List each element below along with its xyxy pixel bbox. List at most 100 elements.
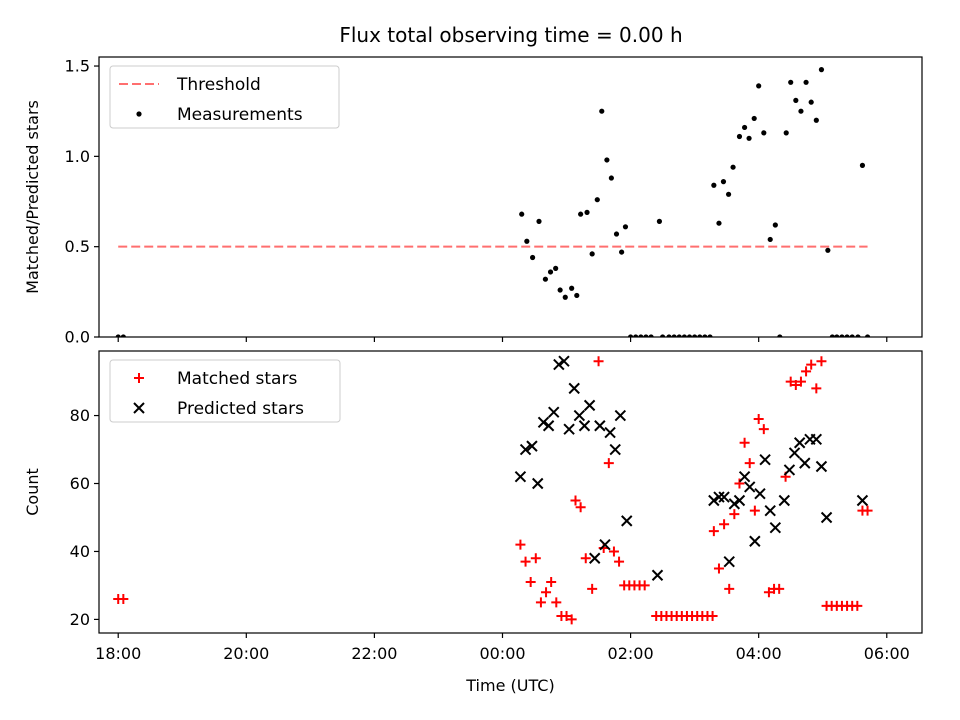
measurement-point (536, 218, 542, 224)
matched-star-marker (608, 546, 619, 557)
x-tick-label: 18:00 (95, 644, 141, 663)
predicted-star-marker (783, 464, 796, 476)
measurement-point (660, 334, 666, 337)
measurement-point (671, 334, 677, 337)
matched-star-marker (795, 376, 806, 387)
matched-star-marker (744, 458, 755, 469)
measurement-point (844, 334, 850, 337)
predicted-star-marker (558, 355, 570, 367)
predicted-star-marker (594, 420, 606, 432)
matched-star-marker (713, 563, 724, 574)
x-tick-label: 04:00 (736, 644, 782, 663)
x-axis-label: Time (UTC) (465, 676, 554, 695)
predicted-star-marker (553, 358, 565, 371)
predicted-star-marker (519, 443, 532, 456)
predicted-star-marker (820, 511, 833, 524)
y-axis-label: Count (23, 468, 42, 516)
predicted-star-marker (568, 382, 580, 395)
measurement-point (864, 334, 871, 337)
measurement-point (825, 247, 831, 253)
measurement-point (619, 249, 625, 255)
predicted-star-marker (799, 457, 811, 469)
y-tick-label: 1.0 (65, 147, 90, 166)
predicted-star-marker (723, 555, 735, 568)
predicted-star-marker (548, 406, 560, 418)
matched-star-marker (118, 594, 129, 605)
predicted-star-marker (738, 471, 751, 483)
measurement-point (859, 162, 866, 168)
predicted-star-marker (793, 437, 806, 449)
plot-area (113, 355, 873, 625)
matched-star-marker (729, 509, 740, 520)
matched-star-marker (862, 505, 873, 516)
measurement-point (808, 99, 814, 105)
x-tick-label: 20:00 (223, 644, 269, 663)
predicted-star-marker (614, 409, 627, 422)
matched-star-marker (790, 379, 801, 390)
y-tick-label: 60 (70, 474, 90, 493)
predicted-star-marker (788, 447, 801, 459)
y-tick-label: 0.0 (65, 328, 90, 347)
measurement-point (638, 334, 644, 337)
measurement-point (604, 157, 610, 163)
measurement-point (793, 97, 799, 103)
measurement-point (702, 334, 708, 337)
matched-star-marker (707, 611, 718, 622)
predicted-star-marker (764, 504, 776, 517)
measurement-point (813, 117, 819, 123)
measurement-point (711, 182, 717, 188)
top-panel: 0.0 0.5 1.0 1.5 Matched/Predicted stars Thres… (23, 56, 923, 347)
measurement-point (788, 79, 794, 85)
measurement-point (692, 334, 698, 337)
measurement-point (730, 164, 736, 170)
predicted-star-marker (526, 440, 538, 452)
matched-star-marker (570, 495, 581, 506)
y-tick-label: 20 (70, 610, 90, 629)
matched-star-marker (801, 366, 812, 377)
measurement-point (594, 197, 600, 203)
matched-star-marker (753, 413, 764, 424)
matched-star-marker (520, 556, 531, 567)
legend-measurement-handle (136, 111, 142, 117)
measurement-point (777, 334, 783, 337)
matched-star-marker (551, 597, 562, 608)
measurement-point (666, 334, 672, 337)
predicted-star-marker (589, 552, 601, 564)
measurement-point (120, 334, 126, 337)
predicted-star-marker (769, 521, 782, 534)
matched-star-marker (852, 600, 863, 611)
measurement-point (756, 83, 762, 89)
predicted-star-marker (542, 420, 555, 432)
measurement-point (648, 334, 654, 337)
matched-star-marker (774, 583, 785, 594)
predicted-star-marker (759, 454, 771, 466)
measurement-point (115, 334, 121, 337)
measurement-point (589, 251, 595, 257)
matched-star-marker (719, 519, 730, 530)
matched-star-marker (816, 356, 827, 367)
legend-label: Predicted stars (177, 399, 304, 419)
measurement-point (783, 130, 789, 136)
measurement-point (627, 334, 634, 337)
matched-star-marker (806, 359, 817, 370)
predicted-star-marker (537, 416, 550, 429)
y-axis-label: Matched/Predicted stars (23, 100, 42, 294)
predicted-star-marker (563, 423, 575, 435)
measurement-point (529, 254, 536, 261)
measurement-point (761, 130, 767, 136)
predicted-star-marker (856, 494, 869, 507)
legend-label: Threshold (176, 75, 261, 95)
measurement-point (676, 334, 682, 337)
axes-frame (98, 56, 923, 338)
legend-matched-handle (134, 373, 144, 383)
predicted-star-marker (749, 535, 761, 547)
measurement-point (707, 334, 713, 337)
predicted-star-marker (621, 515, 633, 527)
y-tick-label: 1.5 (65, 57, 90, 76)
measurement-point (524, 238, 530, 244)
measurement-point (681, 334, 687, 337)
matched-star-marker (530, 553, 541, 564)
measurement-point (622, 224, 629, 230)
measurement-point (839, 334, 845, 337)
